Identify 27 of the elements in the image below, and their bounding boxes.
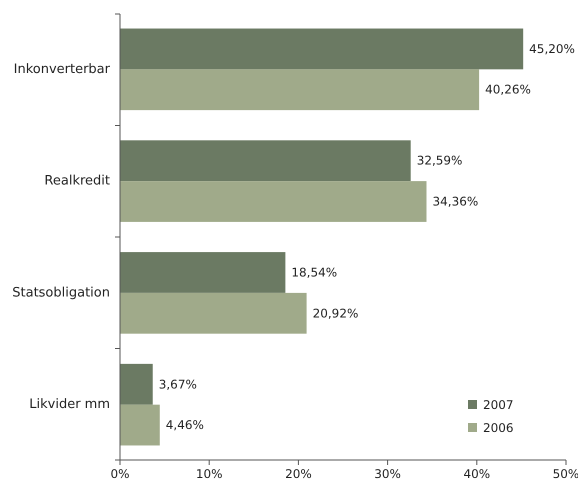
data-label: 4,46% xyxy=(166,418,204,432)
legend-label: 2006 xyxy=(483,421,514,435)
data-label: 18,54% xyxy=(291,265,338,280)
bar xyxy=(120,404,160,446)
bar xyxy=(120,181,426,222)
y-tick-label: Realkredit xyxy=(44,174,110,189)
bar xyxy=(120,364,153,405)
x-tick-label: 10% xyxy=(196,467,223,481)
bar xyxy=(120,28,524,70)
data-label: 34,36% xyxy=(432,194,478,209)
bar xyxy=(120,292,307,334)
bar xyxy=(120,140,411,182)
x-tick-label: 30% xyxy=(374,467,401,481)
data-label: 40,26% xyxy=(485,82,531,97)
y-tick-label: Inkonverterbar xyxy=(14,62,111,77)
x-tick-label: 40% xyxy=(463,467,490,481)
legend-label: 2007 xyxy=(483,398,514,412)
bar xyxy=(120,252,286,293)
data-label: 20,92% xyxy=(312,306,358,320)
bar xyxy=(120,69,480,110)
data-label: 3,67% xyxy=(158,377,197,392)
y-tick-label: Likvider mm xyxy=(29,397,110,412)
data-label: 45,20% xyxy=(529,42,575,56)
x-tick-label: 20% xyxy=(285,467,312,481)
data-label: 32,59% xyxy=(416,154,462,168)
y-tick-label: Statsobligation xyxy=(12,285,110,300)
x-tick-label: 0% xyxy=(110,467,130,481)
